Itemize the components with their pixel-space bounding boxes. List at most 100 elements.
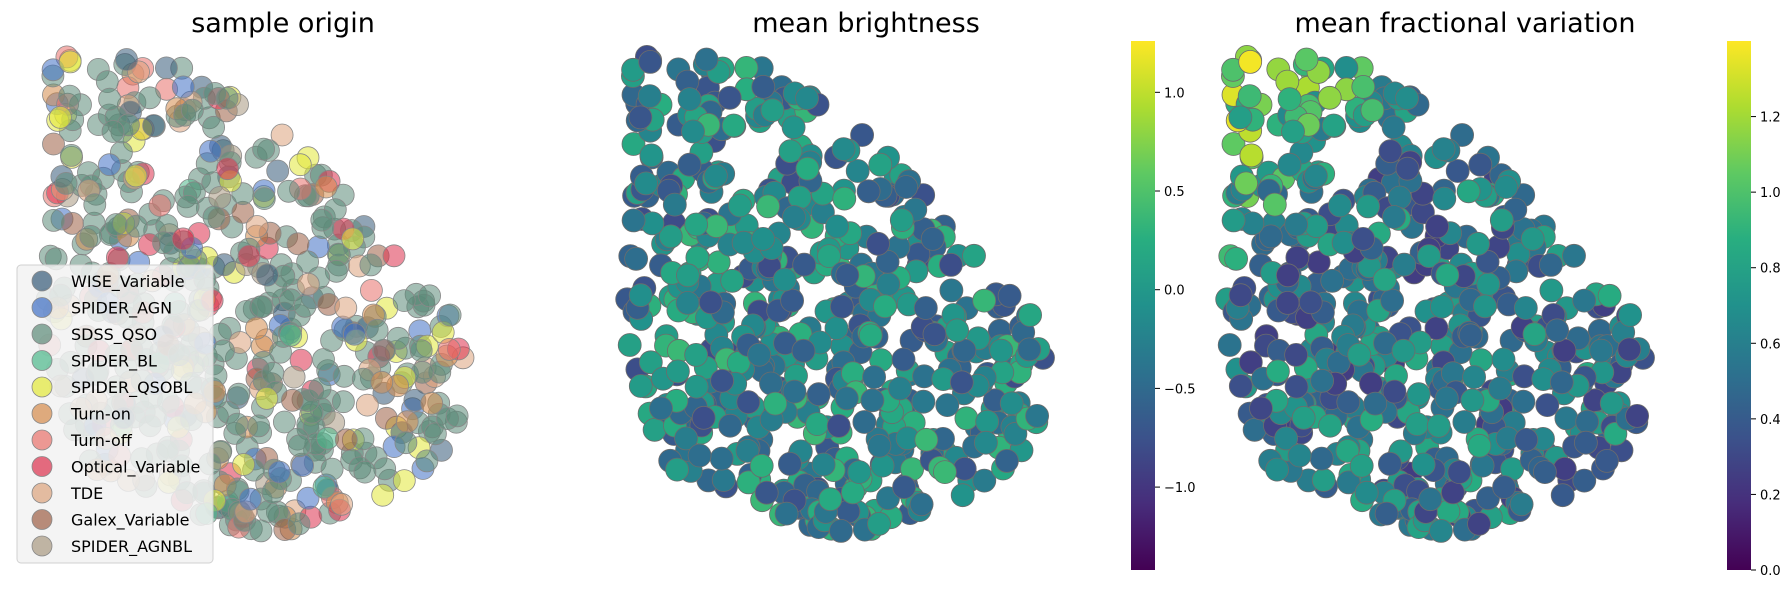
scatter-point [845, 159, 870, 183]
scatter-mean-brightness [615, 45, 1055, 543]
scatter-point [1281, 119, 1305, 144]
legend-label: SPIDER_AGN [71, 299, 172, 319]
scatter-point [101, 120, 125, 143]
scatter-point [1378, 139, 1403, 164]
scatter-point [1294, 47, 1319, 72]
scatter-point [1552, 456, 1577, 481]
scatter-point [238, 487, 262, 511]
scatter-point [1304, 163, 1328, 188]
scatter-point [759, 371, 783, 396]
scatter-point [975, 409, 1000, 434]
legend-marker [31, 323, 53, 345]
scatter-point [1468, 152, 1493, 177]
scatter-point [1595, 448, 1619, 473]
scatter-point [1242, 417, 1267, 442]
panel-title-sample-origin: sample origin [191, 8, 375, 39]
scatter-point [394, 431, 418, 455]
colorbar-tick-label: 0.4 [1760, 413, 1781, 428]
scatter-point [684, 212, 709, 237]
scatter-point [717, 85, 742, 110]
scatter-point [341, 227, 365, 251]
scatter-point [359, 278, 383, 302]
scatter-point [637, 84, 662, 108]
scatter-point [1445, 159, 1470, 183]
scatter-point [1287, 443, 1312, 468]
scatter-point [1234, 171, 1258, 196]
scatter-point [805, 412, 830, 437]
scatter-point [710, 368, 734, 393]
scatter-point [1311, 468, 1336, 492]
scatter-point [1476, 272, 1501, 297]
scatter-point [61, 211, 84, 235]
scatter-point [1018, 303, 1042, 327]
scatter-point [171, 75, 195, 99]
colorbar-tick-label: 0.2 [1760, 488, 1781, 503]
scatter-point [781, 115, 806, 140]
scatter-point [834, 386, 859, 411]
scatter-point [778, 139, 803, 164]
scatter-point [952, 338, 977, 363]
scatter-point [736, 390, 761, 415]
scatter-point [291, 454, 315, 478]
scatter-point [255, 386, 279, 410]
scatter-point [889, 208, 914, 233]
scatter-point [1434, 386, 1459, 411]
scatter-point [662, 192, 687, 217]
scatter-point [704, 214, 729, 239]
scatter-point [1395, 86, 1419, 111]
scatter-point [860, 388, 885, 413]
scatter-point [1522, 322, 1547, 347]
scatter-point [756, 194, 780, 219]
scatter-point [202, 115, 226, 139]
scatter-point [1381, 115, 1406, 140]
colorbar-mean-brightness: 1.0 0.5 0.0 −0.5 −1.0 [1131, 41, 1196, 570]
scatter-point [272, 410, 296, 434]
scatter-point [1284, 374, 1309, 399]
scatter-point [1452, 410, 1477, 434]
scatter-point [1509, 492, 1534, 517]
scatter-point [148, 194, 172, 217]
scatter-point [171, 227, 195, 251]
scatter-point [649, 396, 673, 421]
scatter-point [687, 443, 712, 468]
scatter-point [1266, 359, 1290, 384]
scatter-point [718, 413, 742, 438]
legend-marker [31, 429, 53, 451]
scatter-point [142, 114, 166, 137]
scatter-point [850, 123, 874, 147]
scatter-point [830, 294, 854, 319]
scatter-point [365, 318, 389, 342]
scatter-point [355, 393, 379, 417]
scatter-point [1513, 296, 1538, 320]
scatter-point [829, 519, 853, 543]
scatter-point [763, 391, 788, 416]
scatter-point [1258, 224, 1283, 249]
scatter-point [288, 153, 312, 177]
scatter-point [1395, 156, 1420, 181]
scatter-point [1238, 50, 1263, 74]
colorbar-tick-label: 0.0 [1760, 564, 1781, 579]
scatter-point [255, 263, 279, 287]
scatter-point [308, 377, 332, 400]
scatter-point [370, 370, 394, 394]
scatter-point [1418, 487, 1443, 512]
scatter-point [1539, 252, 1563, 277]
scatter-point [1491, 347, 1516, 372]
scatter-point [212, 339, 235, 363]
scatter-point [675, 290, 700, 315]
scatter-point [735, 438, 760, 463]
scatter-point [658, 224, 683, 249]
scatter-point [245, 215, 269, 238]
scatter-point [79, 224, 103, 248]
scatter-point [1411, 452, 1436, 477]
scatter-point [1599, 391, 1624, 416]
scatter-point [1334, 56, 1359, 80]
scatter-point [1406, 382, 1431, 407]
scatter-point [1217, 333, 1242, 357]
scatter-point [694, 47, 719, 72]
scatter-point [415, 449, 439, 473]
scatter-point [232, 453, 256, 476]
scatter-point [1391, 338, 1416, 363]
scatter-point [1550, 483, 1575, 508]
scatter-point [1356, 194, 1380, 219]
